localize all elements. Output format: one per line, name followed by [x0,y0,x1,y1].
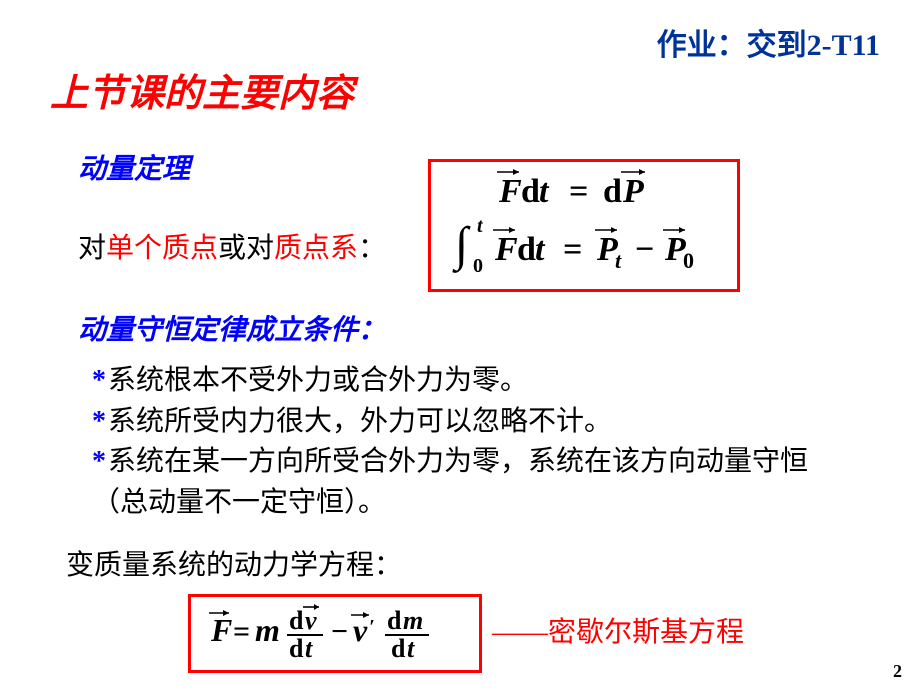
svg-text:′: ′ [369,616,375,638]
svg-text:t: t [539,173,550,210]
bullet-item: *系统根本不受外力或合外力为零。 [92,361,880,402]
svg-text:F: F [210,612,232,648]
svg-text:F: F [498,173,522,210]
svg-text:d: d [521,173,540,210]
svg-text:d: d [603,173,622,210]
svg-text:−: − [331,615,348,648]
formula-variable-mass: F = m d v d t − v ′ [188,594,482,673]
svg-text:=: = [569,173,588,210]
svg-text:m: m [255,612,280,648]
svg-text:=: = [233,615,250,648]
eq-variable-mass: F = m d v d t − v ′ [205,599,465,663]
svg-text:v: v [305,606,317,635]
formula-caption: ——密歇尔斯基方程 [492,613,744,654]
section2-heading: 动量守恒定律成立条件： [78,311,880,352]
svg-text:t: t [477,215,484,237]
svg-text:F: F [494,231,518,268]
svg-text:v: v [353,612,368,648]
svg-text:−: − [635,231,654,268]
svg-text:d: d [391,634,406,663]
section3-label: 变质量系统的动力学方程： [66,546,880,587]
svg-text:t: t [305,634,313,663]
page-number: 2 [893,661,902,682]
bullet-item: *系统所受内力很大，外力可以忽略不计。 [92,402,880,443]
homework-label: 作业：交到 [657,29,807,62]
svg-text:d: d [289,634,304,663]
eq-momentum: F d t = d P ∫ t 0 F d t [441,166,721,278]
formula-momentum-theorem: F d t = d P ∫ t 0 F d t [428,159,740,292]
svg-text:m: m [403,606,423,635]
svg-text:=: = [563,231,582,268]
homework-code: 2-T11 [807,29,880,62]
bullet-item: *系统在某一方向所受合外力为零，系统在该方向动量守恒（总动量不一定守恒）。 [92,442,832,523]
bullet-list: *系统根本不受外力或合外力为零。 *系统所受内力很大，外力可以忽略不计。 *系统… [92,361,880,523]
svg-text:d: d [517,231,536,268]
svg-text:0: 0 [683,248,694,273]
svg-text:t: t [407,634,415,663]
svg-text:∫: ∫ [452,218,471,273]
page-title: 上节课的主要内容 [50,62,354,117]
section1-text: 对单个质点或对质点系： [78,229,386,270]
svg-text:d: d [289,606,304,635]
svg-text:d: d [387,606,402,635]
svg-text:0: 0 [473,255,483,277]
homework-note: 作业：交到2-T11 [657,20,880,64]
content: 动量定理 对单个质点或对质点系： F d t = d P [78,150,880,673]
svg-text:t: t [615,248,622,273]
svg-text:P: P [622,173,644,210]
svg-text:t: t [535,231,546,268]
